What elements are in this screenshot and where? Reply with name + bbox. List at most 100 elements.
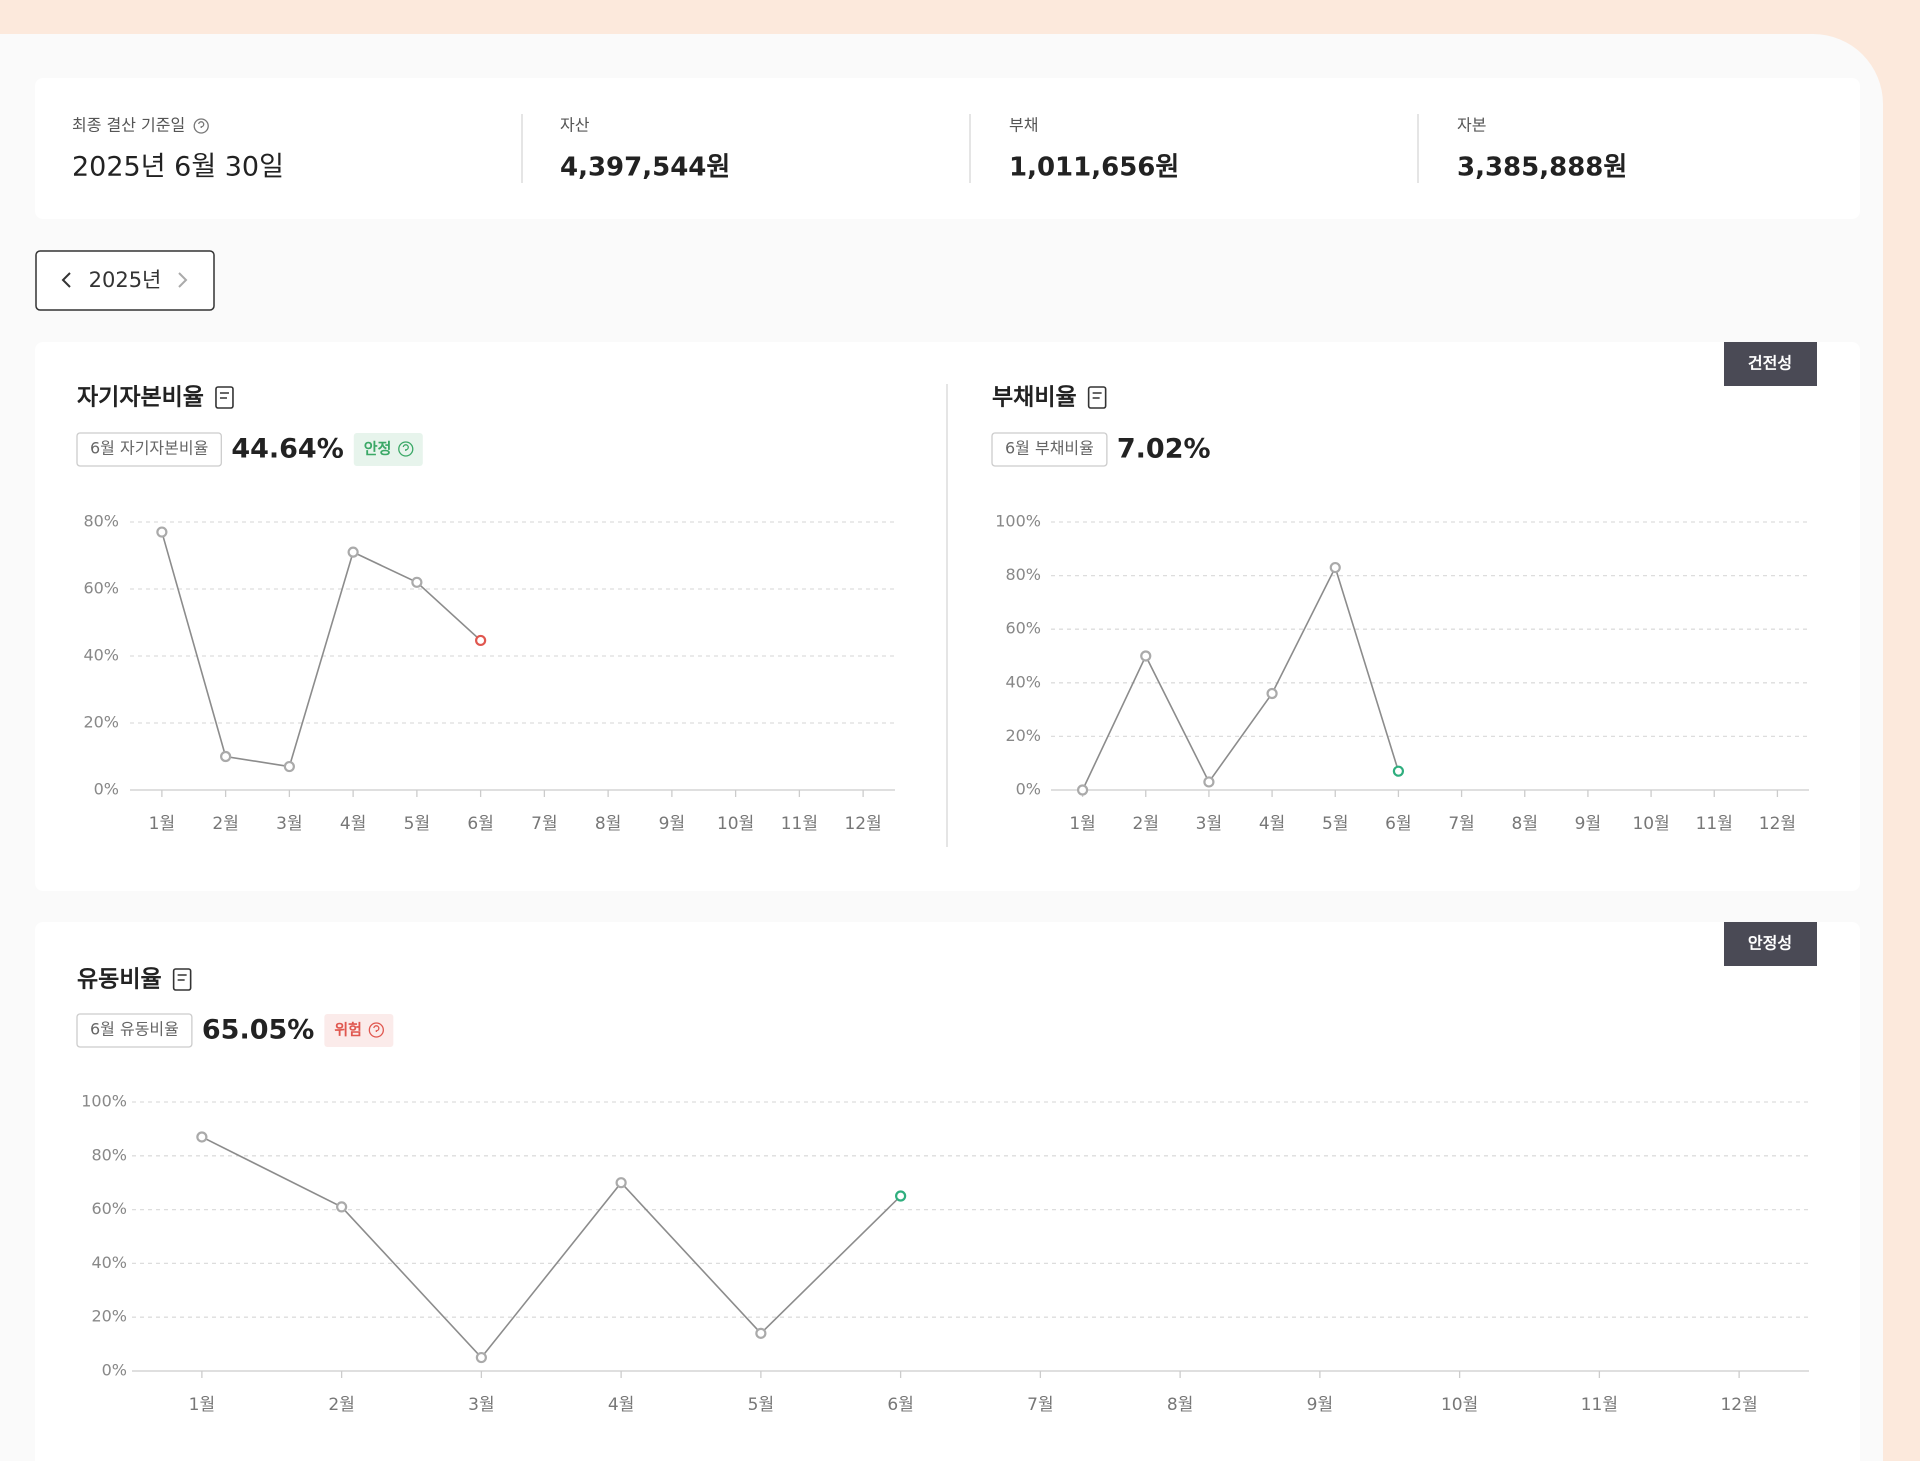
y-tick-label: 0% <box>94 780 119 799</box>
point <box>1266 687 1278 700</box>
year-selector[interactable] <box>35 250 215 311</box>
y-tick-label: 0% <box>102 1361 127 1380</box>
help-icon <box>373 1025 380 1032</box>
help-icon <box>398 441 414 457</box>
x-tick-label: 4월 <box>608 1395 634 1415</box>
x-tick-label: 7월 <box>531 814 557 834</box>
x-tick-label: 7월 <box>1027 1395 1053 1415</box>
section-tag <box>1724 922 1817 966</box>
summary-label: 자산 <box>560 116 590 135</box>
memo-icon <box>1087 386 1107 409</box>
memo-icon <box>215 386 234 409</box>
section-tag <box>1724 342 1817 386</box>
y-tick-label: 40% <box>91 1253 127 1272</box>
card <box>35 922 1860 1461</box>
x-tick-label: 11월 <box>1696 814 1733 834</box>
point <box>755 1327 767 1339</box>
next-year[interactable] <box>178 272 188 288</box>
y-tick-label: 20% <box>1005 726 1041 745</box>
chart-title: 부채비율 <box>992 385 1077 411</box>
help-icon <box>368 1022 384 1038</box>
x-tick-label: 2월 <box>328 1395 354 1415</box>
x-tick-label: 6월 <box>467 814 493 834</box>
x-tick-label: 12월 <box>844 814 881 834</box>
x-tick-label: 3월 <box>468 1395 494 1415</box>
x-tick-label: 8월 <box>1167 1395 1193 1415</box>
y-tick-label: 40% <box>1005 672 1041 691</box>
y-tick-label: 100% <box>995 512 1041 531</box>
section-tag-text: 건전성 <box>1748 354 1792 373</box>
highlight-value: 65.05% <box>202 1015 314 1046</box>
point <box>1329 561 1341 574</box>
x-tick-label: 2월 <box>212 814 238 834</box>
line <box>201 1136 902 1359</box>
summary-label: 최종 결산 기준일 <box>72 116 185 135</box>
highlight-value: 44.64% <box>231 434 343 465</box>
summary-card <box>35 78 1860 219</box>
x-tick-label: 10월 <box>1632 814 1669 834</box>
help-icon <box>198 121 205 128</box>
y-tick-label: 60% <box>83 579 119 598</box>
line <box>1081 565 1400 791</box>
point <box>1392 765 1405 777</box>
status-text: 안정 <box>364 440 392 458</box>
memo-icon <box>172 968 192 991</box>
chart-title: 자기자본비율 <box>77 385 204 411</box>
x-tick-label: 8월 <box>595 814 621 834</box>
summary-value: 4,397,544원 <box>560 153 730 183</box>
y-tick-label: 0% <box>1016 780 1041 799</box>
y-tick-label: 80% <box>91 1145 127 1164</box>
x-tick-label: 5월 <box>1322 814 1348 834</box>
y-tick-label: 40% <box>83 646 119 665</box>
summary-value: 3,385,888원 <box>1457 153 1627 183</box>
help-icon <box>402 444 409 451</box>
x-tick-label: 6월 <box>887 1395 913 1415</box>
year-label: 2025년 <box>89 268 162 292</box>
x-tick-label: 4월 <box>1259 814 1285 834</box>
x-tick-label: 8월 <box>1512 814 1538 834</box>
x-tick-label: 9월 <box>659 814 685 834</box>
x-tick-label: 1월 <box>189 1395 215 1415</box>
highlight-label: 6월 부채비율 <box>1005 439 1094 458</box>
status-badge <box>353 433 423 466</box>
summary-value: 1,011,656원 <box>1009 153 1179 183</box>
point <box>220 750 232 763</box>
memo-icon <box>219 392 229 399</box>
x-tick-label: 12월 <box>1759 814 1796 834</box>
x-tick-label: 11월 <box>1581 1395 1618 1415</box>
point <box>1076 784 1089 796</box>
highlight-label: 6월 자기자본비율 <box>90 439 208 458</box>
highlight-label-box <box>76 1013 193 1048</box>
summary-label: 자본 <box>1457 116 1486 135</box>
point <box>196 1131 208 1143</box>
status-badge <box>324 1014 394 1047</box>
summary-value: 2025년 6월 30일 <box>72 152 284 183</box>
x-tick-label: 11월 <box>781 814 818 834</box>
x-tick-label: 1월 <box>149 814 175 834</box>
x-tick-label: 9월 <box>1307 1395 1333 1415</box>
help-icon <box>193 118 209 134</box>
section-tag-text: 안정성 <box>1748 934 1792 953</box>
point <box>1203 776 1215 788</box>
x-tick-label: 2월 <box>1133 814 1159 834</box>
status-text: 위험 <box>334 1021 362 1039</box>
point <box>156 526 168 538</box>
x-tick-label: 12월 <box>1720 1395 1757 1415</box>
point <box>475 634 487 647</box>
highlight-label-box <box>991 432 1108 467</box>
x-tick-label: 5월 <box>748 1395 774 1415</box>
highlight-value: 7.02% <box>1117 434 1211 465</box>
y-tick-label: 80% <box>83 512 119 531</box>
point <box>895 1190 907 1202</box>
prev-year[interactable] <box>61 272 71 288</box>
line <box>161 531 482 768</box>
x-tick-label: 6월 <box>1385 814 1411 834</box>
memo-icon <box>177 974 187 981</box>
point <box>411 576 423 588</box>
point <box>336 1201 348 1213</box>
x-tick-label: 5월 <box>404 814 430 834</box>
y-tick-label: 80% <box>1005 565 1041 584</box>
x-tick-label: 4월 <box>340 814 366 834</box>
point <box>1140 650 1152 662</box>
